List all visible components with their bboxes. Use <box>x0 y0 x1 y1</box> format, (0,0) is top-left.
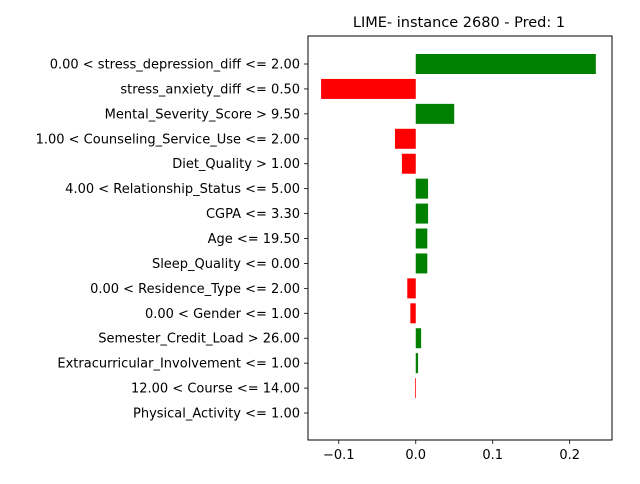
bar-1 <box>321 78 416 99</box>
x-tick-label-3: 0.2 <box>559 448 580 463</box>
y-tick-label-6: CGPA <= 3.30 <box>206 207 300 222</box>
bar-9 <box>407 278 416 299</box>
y-tick-label-12: Extracurricular_Involvement <= 1.00 <box>57 357 300 372</box>
x-tick-label-2: 0.1 <box>482 448 503 463</box>
x-tick-label-0: −0.1 <box>323 448 355 463</box>
bar-6 <box>415 203 429 224</box>
bar-8 <box>415 253 428 274</box>
bar-3 <box>394 128 416 149</box>
y-tick-label-7: Age <= 19.50 <box>208 232 300 247</box>
y-tick-label-13: 12.00 < Course <= 14.00 <box>131 382 300 397</box>
y-tick-label-4: Diet_Quality > 1.00 <box>172 157 300 172</box>
bar-7 <box>415 228 428 249</box>
x-ticks: −0.1 0.0 0.1 0.2 <box>323 440 580 463</box>
bars-layer <box>321 54 596 399</box>
plot-frame <box>307 35 613 441</box>
bar-10 <box>410 303 416 324</box>
bar-2 <box>415 103 455 124</box>
bar-11 <box>415 328 422 349</box>
y-tick-label-0: 0.00 < stress_depression_diff <= 2.00 <box>50 58 300 73</box>
y-tick-label-3: 1.00 < Counseling_Service_Use <= 2.00 <box>36 132 300 147</box>
y-tick-label-5: 4.00 < Relationship_Status <= 5.00 <box>65 182 300 197</box>
bar-0 <box>415 54 596 74</box>
y-tick-label-11: Semester_Credit_Load > 26.00 <box>98 332 300 347</box>
bar-13 <box>414 378 416 399</box>
bar-12 <box>415 353 419 374</box>
y-tick-label-9: 0.00 < Residence_Type <= 2.00 <box>90 282 300 297</box>
chart-title: LIME- instance 2680 - Pred: 1 <box>353 15 565 31</box>
y-tick-label-2: Mental_Severity_Score > 9.50 <box>105 107 300 122</box>
y-tick-label-1: stress_anxiety_diff <= 0.50 <box>120 82 300 97</box>
y-tick-labels: 0.00 < stress_depression_diff <= 2.00 str… <box>36 58 308 422</box>
y-tick-label-8: Sleep_Quality <= 0.00 <box>152 257 300 272</box>
x-tick-label-1: 0.0 <box>405 448 426 463</box>
bar-4 <box>401 153 416 174</box>
y-tick-label-10: 0.00 < Gender <= 1.00 <box>145 307 300 322</box>
y-tick-label-14: Physical_Activity <= 1.00 <box>133 407 300 422</box>
bar-5 <box>415 178 429 199</box>
